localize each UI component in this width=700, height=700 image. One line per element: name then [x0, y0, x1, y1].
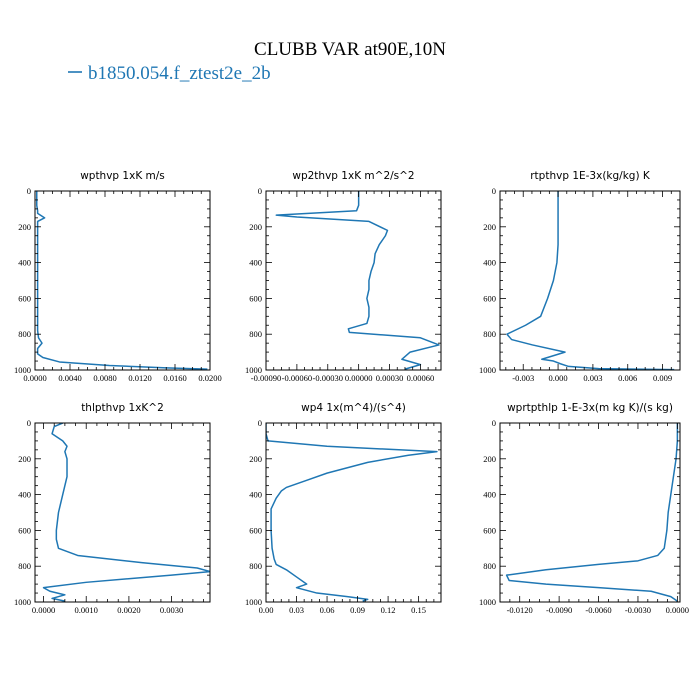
x-tick-label: -0.0060	[585, 605, 611, 615]
x-tick-label: 0.0160	[163, 373, 186, 383]
x-tick-label: 0.00060	[407, 373, 435, 383]
y-tick-label: 600	[249, 525, 262, 535]
plot-frame	[34, 422, 211, 603]
y-tick-label: 0	[492, 418, 496, 428]
x-tick-label: 0.0000	[666, 605, 689, 615]
x-tick-label: -0.00030	[313, 373, 343, 383]
panel-title: rtpthvp 1E-3x(kg/kg) K	[530, 170, 651, 182]
y-tick-label: 600	[18, 293, 31, 303]
series-line	[36, 191, 208, 370]
y-tick-label: 1000	[14, 597, 31, 607]
x-tick-label: 0.15	[411, 605, 426, 615]
y-tick-label: 800	[249, 561, 262, 571]
x-tick-label: 0.12	[381, 605, 396, 615]
x-tick-label: 0.00	[259, 605, 274, 615]
panel-2: wp2thvp 1xK m^2/s^2 -0.00090 -0.00060 -0.00…	[245, 170, 442, 383]
y-tick-label: 800	[483, 561, 496, 571]
panel-title: wp2thvp 1xK m^2/s^2	[292, 170, 414, 182]
y-tick-label: 400	[18, 490, 31, 500]
panel-title: wpthvp 1xK m/s	[80, 170, 165, 182]
y-tick-label: 600	[249, 293, 262, 303]
panel-title: thlpthvp 1xK^2	[81, 402, 164, 414]
x-tick-label: 0.006	[618, 373, 637, 383]
y-tick-label: 200	[483, 222, 496, 232]
y-tick-label: 400	[249, 490, 262, 500]
panel-3: rtpthvp 1E-3x(kg/kg) K -0.003 0.000 0.003 0.…	[479, 170, 681, 383]
y-tick-label: 200	[249, 222, 262, 232]
x-tick-label: 0.00000	[345, 373, 373, 383]
x-tick-label: -0.00060	[282, 373, 312, 383]
panels-group: wpthvp 1xK m/s0.0000 0.0040 0.0080 0.0120 0.…	[14, 170, 689, 615]
y-tick-label: 800	[483, 329, 496, 339]
legend-label: b1850.054.f_ztest2e_2b	[88, 63, 271, 84]
y-tick-label: 400	[249, 258, 262, 268]
y-tick-label: 0	[492, 186, 496, 196]
y-tick-label: 400	[18, 258, 31, 268]
plot-frame	[499, 422, 681, 603]
x-tick-label: 0.06	[320, 605, 335, 615]
x-tick-label: 0.009	[653, 373, 672, 383]
x-tick-label: 0.0000	[32, 605, 55, 615]
panel-title: wp4 1x(m^4)/(s^4)	[301, 402, 406, 414]
y-tick-label: 600	[483, 293, 496, 303]
y-tick-label: 200	[18, 222, 31, 232]
y-tick-label: 1000	[245, 365, 262, 375]
panel-6: wprtpthlp 1-E-3x(m kg K)/(s kg) -0.0120 -0…	[479, 402, 689, 615]
x-tick-label: 0.00030	[376, 373, 404, 383]
x-tick-label: 0.0020	[117, 605, 140, 615]
y-tick-label: 400	[483, 490, 496, 500]
series-line	[266, 423, 438, 602]
y-tick-label: 200	[249, 454, 262, 464]
y-tick-label: 1000	[14, 365, 31, 375]
panel-5: wp4 1x(m^4)/(s^4) 0.00 0.03 0.06 0.09 0.12 0.1…	[245, 402, 442, 615]
y-tick-label: 1000	[479, 597, 496, 607]
panel-title: wprtpthlp 1-E-3x(m kg K)/(s kg)	[507, 402, 673, 414]
x-tick-label: 0.0080	[93, 373, 116, 383]
x-tick-label: 0.0000	[23, 373, 46, 383]
y-tick-label: 0	[27, 418, 31, 428]
x-tick-label: 0.03	[289, 605, 304, 615]
y-tick-label: 1000	[479, 365, 496, 375]
x-tick-label: -0.00090	[251, 373, 281, 383]
x-tick-label: -0.0120	[507, 605, 533, 615]
x-tick-label: 0.09	[350, 605, 365, 615]
x-tick-label: 0.0040	[58, 373, 81, 383]
y-tick-label: 400	[483, 258, 496, 268]
series-line	[275, 191, 440, 370]
x-tick-label: 0.0120	[128, 373, 151, 383]
y-tick-label: 1000	[245, 597, 262, 607]
x-tick-label: -0.0030	[625, 605, 651, 615]
plot-frame	[34, 190, 211, 371]
y-tick-label: 0	[27, 186, 31, 196]
figure-title: CLUBB VAR at90E,10N	[254, 39, 446, 60]
x-tick-label: -0.003	[512, 373, 534, 383]
series-line	[506, 191, 675, 370]
y-tick-label: 200	[483, 454, 496, 464]
y-tick-label: 0	[258, 186, 262, 196]
y-tick-label: 800	[249, 329, 262, 339]
panel-4: thlpthvp 1xK^2 0.0000 0.0010 0.0020 0.0030 0 2…	[14, 402, 211, 615]
x-tick-label: -0.0090	[546, 605, 572, 615]
y-tick-label: 600	[18, 525, 31, 535]
y-tick-label: 800	[18, 561, 31, 571]
panel-1: wpthvp 1xK m/s 0.0000 0.0040 0.0080 0.0120 0.…	[14, 170, 222, 383]
x-tick-label: 0.0200	[198, 373, 221, 383]
y-tick-label: 600	[483, 525, 496, 535]
plot-frame	[265, 190, 442, 371]
x-tick-label: 0.0030	[160, 605, 183, 615]
x-tick-label: 0.000	[549, 373, 568, 383]
y-tick-label: 200	[18, 454, 31, 464]
series-line	[42, 423, 210, 602]
x-tick-label: 0.0010	[75, 605, 98, 615]
x-tick-label: 0.003	[583, 373, 602, 383]
y-tick-label: 800	[18, 329, 31, 339]
y-tick-label: 0	[258, 418, 262, 428]
series-line	[505, 423, 679, 602]
